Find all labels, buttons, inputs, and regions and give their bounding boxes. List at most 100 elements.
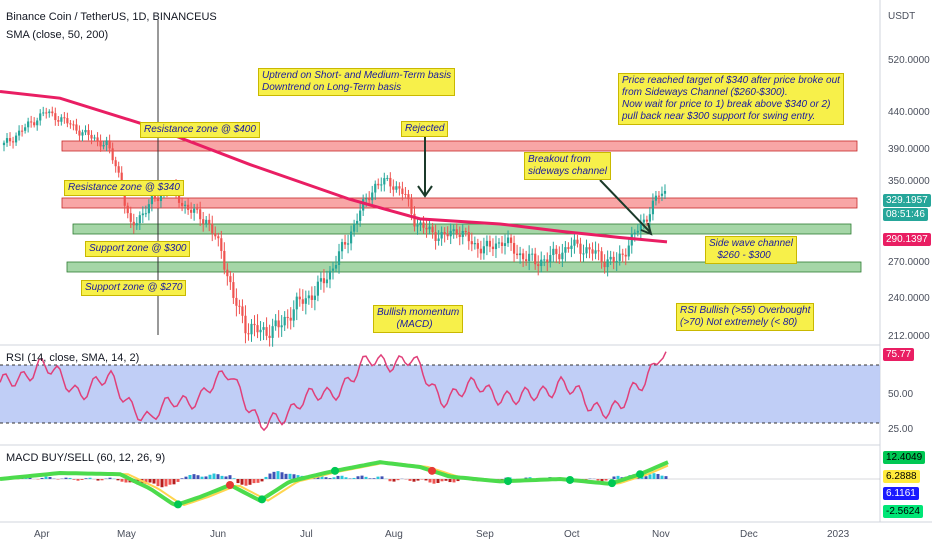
macd-hist-bar [600, 479, 604, 482]
candle-body [455, 229, 458, 235]
price-tick: 270.0000 [888, 257, 930, 268]
candle-body [482, 246, 485, 254]
macd-hist-bar [324, 477, 328, 479]
macd-hist-bar [256, 479, 260, 483]
candle-body [422, 222, 425, 228]
candle-body [304, 298, 307, 304]
macd-hist-bar [392, 479, 396, 482]
macd-hist-bar [280, 472, 284, 479]
candle-body [63, 117, 66, 119]
candle-body [488, 240, 492, 247]
candle-body [497, 242, 501, 244]
candle-body [75, 124, 78, 131]
candle-body [256, 325, 259, 333]
candle-body [250, 323, 253, 335]
macd-hist-bar [416, 479, 420, 481]
candle-body [159, 194, 163, 202]
candle-body [642, 219, 645, 223]
candle-body [238, 305, 241, 307]
candle-body [476, 243, 479, 249]
candle-body [573, 239, 576, 246]
candle-body [105, 140, 108, 146]
candle-body [180, 202, 184, 206]
candle-body [449, 231, 452, 237]
candle-body [241, 306, 244, 316]
candle-body [343, 242, 347, 245]
candle-body [217, 236, 220, 239]
resistance-zone-400 [61, 140, 858, 152]
time-tick: Jun [210, 529, 227, 540]
candle-body [262, 327, 265, 330]
macd-hist-bar [320, 475, 324, 479]
macd-hist-bar [276, 471, 280, 479]
candle-body [494, 243, 498, 250]
candle-body [609, 256, 612, 260]
macd-hist-bar [652, 473, 656, 479]
candle-body [2, 142, 6, 146]
macd-hist-bar [100, 479, 104, 481]
macd-hist-bar [524, 477, 528, 479]
candle-body [42, 112, 45, 114]
macd-value-tag: -2.5624 [883, 505, 923, 518]
candle-body [337, 251, 341, 265]
macd-hist-bar [428, 479, 432, 483]
macd-hist-bar [360, 475, 364, 479]
candle-body [72, 124, 75, 126]
candle-body [549, 255, 552, 262]
candle-body [229, 276, 232, 283]
breakout-arrowhead [640, 222, 653, 236]
macd-hist-bar [424, 479, 428, 481]
support-270-note: Support zone @ $270 [81, 280, 187, 296]
candle-body [419, 222, 422, 226]
candle-body [259, 329, 262, 333]
candle-body [96, 137, 99, 141]
macd-hist-bar [236, 479, 240, 484]
sma-legend: SMA (close, 50, 200) [6, 29, 109, 41]
macd-hist-bar [408, 479, 412, 481]
resistance-400-note: Resistance zone @ $400 [140, 122, 260, 138]
macd-hist-bar [220, 475, 224, 479]
price-tick: 350.0000 [888, 176, 930, 187]
candle-body [187, 204, 190, 210]
candle-body [190, 209, 193, 213]
macd-hist-bar [328, 478, 332, 479]
candle-body [183, 204, 187, 206]
macd-hist-bar [80, 479, 84, 480]
candle-body [537, 264, 540, 267]
macd-hist-bar [352, 477, 356, 479]
candle-body [582, 253, 585, 255]
macd-hist-bar [48, 477, 52, 479]
candle-body [410, 199, 413, 214]
candle-body [147, 204, 150, 214]
macd-hist-bar [164, 479, 168, 487]
candle-body [90, 134, 93, 139]
candle-body [156, 198, 160, 202]
macd-hist-bar [152, 479, 156, 484]
macd-hist-bar [88, 477, 92, 479]
macd-hist-bar [228, 475, 232, 479]
candle-body [325, 279, 329, 284]
candle-body [66, 118, 69, 124]
candle-body [515, 253, 519, 256]
rsi-legend: RSI (14, close, SMA, 14, 2) [6, 352, 140, 364]
candle-body [407, 194, 410, 200]
candle-body [319, 278, 323, 282]
macd-cross-dot [174, 500, 182, 509]
resistance-340-note: Resistance zone @ $340 [64, 180, 184, 196]
candle-body [579, 243, 582, 254]
candle-body [519, 253, 522, 256]
target-note: Price reached target of $340 after price… [618, 73, 844, 125]
candle-body [78, 130, 81, 136]
candle-body [340, 242, 344, 252]
time-tick: Jul [300, 529, 313, 540]
candle-body [615, 260, 618, 262]
candle-body [512, 242, 516, 254]
macd-hist-bar [176, 479, 180, 482]
candle-body [473, 243, 476, 245]
candle-body [334, 264, 338, 269]
macd-hist-bar [216, 474, 220, 479]
macd-crossover-dots [174, 466, 644, 509]
candle-body [594, 250, 597, 254]
candle-body [534, 253, 537, 265]
